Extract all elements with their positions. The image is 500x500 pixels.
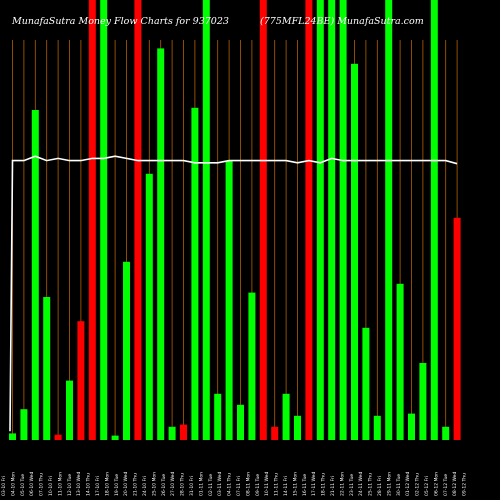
bar	[31, 110, 39, 440]
bar	[419, 363, 427, 440]
bar	[123, 261, 130, 440]
x-tick-label: 21-10 Thu	[133, 473, 139, 496]
x-tick-label: 04-11 Thu	[227, 473, 233, 496]
x-tick-label: 27-10 Wed	[170, 472, 176, 496]
x-tick-label: 18-10 Mon	[104, 472, 110, 496]
x-tick-label: 22-11 Mon	[339, 472, 345, 496]
chart-title: MunafaSutra Money Flow Charts for 937023	[12, 16, 229, 27]
bar	[408, 413, 415, 440]
x-tick-label: 07-10 Thu	[39, 473, 45, 496]
x-tick-label: 07-11 Fri	[236, 476, 242, 496]
x-tick-label: 08-11 Mon	[245, 472, 251, 496]
bar	[305, 0, 313, 440]
bar	[134, 0, 142, 440]
bar	[248, 292, 256, 440]
x-tick-label: 06-12 Mon	[433, 472, 439, 496]
x-tick-label: 02-12 Thu	[415, 473, 421, 496]
x-tick-label: 06-10 Wed	[29, 472, 35, 496]
x-tick-label: 11-10 Mon	[57, 472, 63, 496]
x-tick-label: 20-10 Wed	[123, 472, 129, 496]
bar	[157, 48, 165, 441]
bar	[339, 0, 347, 440]
bar	[385, 0, 393, 440]
x-tick-label: 29-11 Mon	[386, 472, 392, 496]
bar	[9, 433, 16, 440]
bar	[442, 426, 450, 440]
bar	[214, 393, 222, 440]
x-tick-label: 13-10 Wed	[76, 472, 82, 496]
x-tick-label: 31-10 Fri	[189, 476, 195, 496]
x-tick-label: 12-10 Tue	[67, 474, 73, 496]
bar	[237, 404, 244, 440]
x-tick-label: 09-11 Tue	[255, 474, 261, 496]
x-tick-label: 19-10 Tue	[114, 474, 120, 496]
chart-source: (775MFL24BE) MunafaSutra.com	[260, 16, 424, 27]
x-tick-label: 09-12 Thu	[462, 473, 468, 496]
bar	[66, 380, 73, 440]
x-tick-label: 17-10 Fri	[95, 476, 101, 496]
bar	[282, 393, 290, 440]
x-tick-label: 05-12 Fri	[424, 476, 430, 496]
x-tick-label: 18-11 Thu	[321, 473, 327, 496]
bar	[316, 0, 324, 440]
x-tick-label: 15-11 Mon	[292, 472, 298, 496]
bar	[20, 409, 28, 440]
x-tick-label: 08-12 Wed	[452, 472, 458, 496]
x-tick-label: 26-10 Tue	[161, 474, 167, 496]
bar	[294, 415, 301, 440]
x-tick-label: 14-10 Thu	[86, 473, 92, 496]
x-tick-label: 01-11 Mon	[198, 472, 204, 496]
bar	[168, 426, 176, 440]
bar	[202, 0, 210, 440]
bar	[111, 435, 119, 440]
bar	[271, 426, 279, 440]
line-series	[9, 155, 458, 432]
bar	[396, 283, 404, 440]
x-tick-label: 28-11 Fri	[377, 476, 383, 496]
x-axis-labels: 03-10 Fri 04-10 Mon 05-10 Tue 06-10 Wed 07-1…	[1, 472, 468, 496]
bar	[328, 0, 336, 440]
x-tick-label: 05-10 Tue	[20, 474, 26, 496]
x-tick-label: 03-10 Fri	[1, 476, 7, 496]
x-tick-label: 04-10 Mon	[10, 472, 16, 496]
bar	[453, 217, 461, 440]
bar	[259, 0, 267, 440]
bar	[362, 327, 370, 440]
x-tick-label: 11-11 Thu	[274, 473, 280, 496]
x-tick-label: 24-10 Fri	[142, 476, 148, 496]
x-tick-label: 03-11 Wed	[217, 472, 223, 496]
x-tick-label: 02-11 Tue	[208, 474, 214, 496]
x-tick-label: 01-12 Wed	[405, 472, 411, 496]
x-tick-label: 14-11 Fri	[283, 476, 289, 496]
x-tick-label: 30-11 Tue	[396, 474, 402, 496]
x-tick-label: 10-11 Wed	[264, 472, 270, 496]
x-tick-label: 23-11 Tue	[349, 474, 355, 496]
bar	[373, 415, 381, 440]
x-tick-label: 10-10 Fri	[48, 476, 54, 496]
x-tick-label: 21-11 Fri	[330, 476, 336, 496]
x-tick-label: 25-10 Mon	[151, 472, 157, 496]
bar	[77, 321, 85, 440]
bar	[88, 0, 96, 440]
x-tick-label: 07-12 Tue	[443, 474, 449, 496]
bar	[100, 0, 108, 440]
x-tick-label: 24-11 Wed	[358, 472, 364, 496]
bar	[351, 63, 358, 441]
x-tick-label: 28-10 Thu	[180, 473, 186, 496]
bar	[54, 434, 62, 440]
bar-series	[9, 0, 461, 441]
bar	[43, 297, 51, 440]
bar	[225, 160, 233, 440]
bar	[180, 424, 187, 440]
bar	[191, 107, 199, 441]
bar	[430, 0, 438, 440]
x-tick-label: 16-11 Tue	[302, 474, 308, 496]
x-tick-label: 25-11 Thu	[368, 473, 374, 496]
bar	[145, 173, 153, 441]
money-flow-line	[9, 155, 458, 432]
x-tick-label: 17-11 Wed	[311, 472, 317, 496]
